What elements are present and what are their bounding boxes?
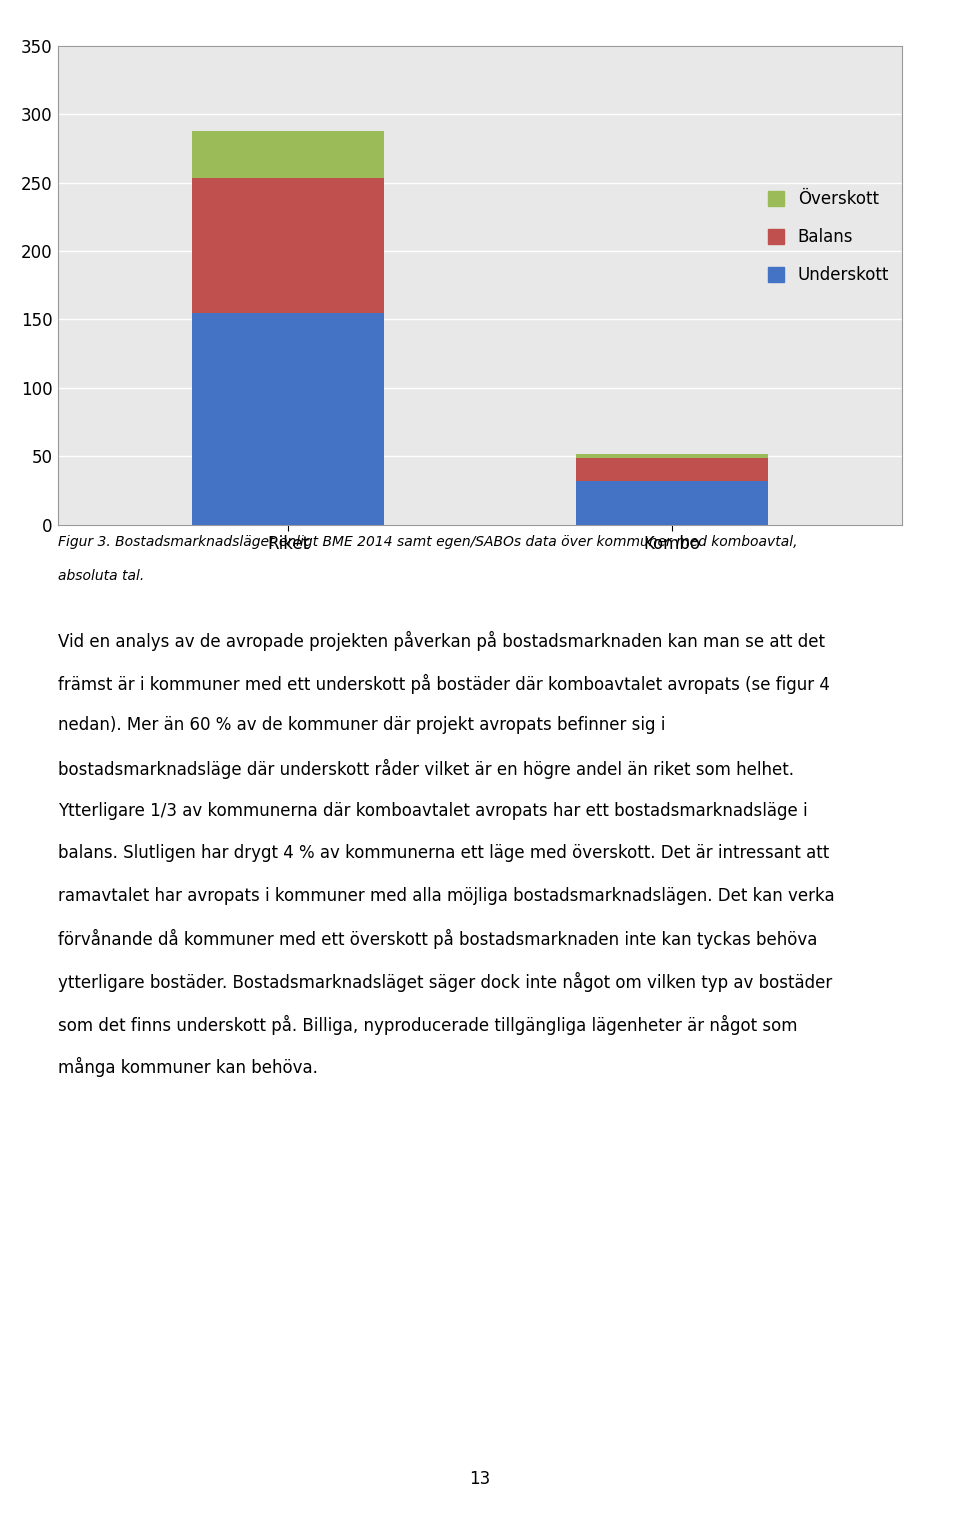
Text: Figur 3. Bostadsmarknadsläget enligt BME 2014 samt egen/SABOs data över kommuner: Figur 3. Bostadsmarknadsläget enligt BME… [58, 535, 797, 549]
Bar [192, 313, 384, 525]
Text: balans. Slutligen har drygt 4 % av kommunerna ett läge med överskott. Det är int: balans. Slutligen har drygt 4 % av kommu… [58, 844, 828, 862]
Text: förvånande då kommuner med ett överskott på bostadsmarknaden inte kan tyckas beh: förvånande då kommuner med ett överskott… [58, 929, 817, 949]
Text: ytterligare bostäder. Bostadsmarknadsläget säger dock inte något om vilken typ a: ytterligare bostäder. Bostadsmarknadsläg… [58, 972, 832, 992]
Text: nedan). Mer än 60 % av de kommuner där projekt avropats befinner sig i: nedan). Mer än 60 % av de kommuner där p… [58, 716, 665, 735]
Text: främst är i kommuner med ett underskott på bostäder där komboavtalet avropats (s: främst är i kommuner med ett underskott … [58, 674, 829, 694]
Bar [576, 453, 768, 458]
Bar [576, 458, 768, 481]
Bar [192, 178, 384, 313]
Text: Vid en analys av de avropade projekten påverkan på bostadsmarknaden kan man se a: Vid en analys av de avropade projekten p… [58, 631, 825, 651]
Text: Ytterligare 1/3 av kommunerna där komboavtalet avropats har ett bostadsmarknadsl: Ytterligare 1/3 av kommunerna där komboa… [58, 802, 807, 820]
Text: 13: 13 [469, 1469, 491, 1488]
Bar [192, 131, 384, 178]
Text: bostadsmarknadsläge där underskott råder vilket är en högre andel än riket som h: bostadsmarknadsläge där underskott råder… [58, 759, 794, 779]
Legend: Överskott, Balans, Underskott: Överskott, Balans, Underskott [762, 186, 894, 289]
Text: absoluta tal.: absoluta tal. [58, 569, 144, 583]
Bar [576, 481, 768, 525]
Text: många kommuner kan behöva.: många kommuner kan behöva. [58, 1057, 318, 1077]
Text: ramavtalet har avropats i kommuner med alla möjliga bostadsmarknadslägen. Det ka: ramavtalet har avropats i kommuner med a… [58, 887, 834, 905]
Text: som det finns underskott på. Billiga, nyproducerade tillgängliga lägenheter är n: som det finns underskott på. Billiga, ny… [58, 1015, 797, 1034]
